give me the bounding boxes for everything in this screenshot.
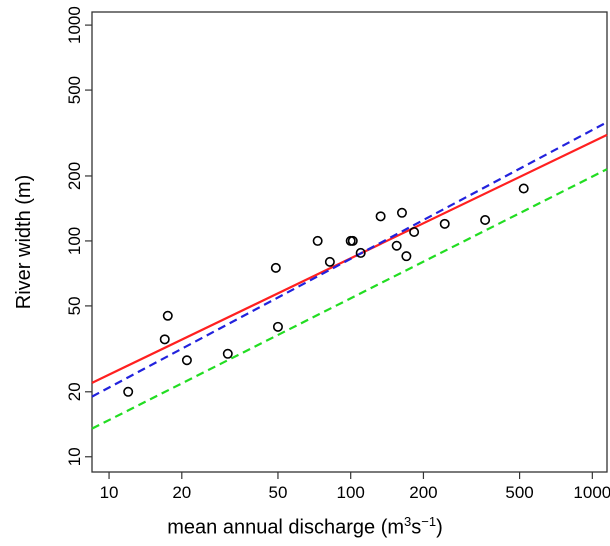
data-point [123,386,134,397]
y-tick-label: 20 [65,382,84,401]
y-tick-label: 500 [65,76,84,104]
data-point [312,235,323,246]
y-tick-label: 100 [65,227,84,255]
data-point [480,215,491,226]
data-point [272,321,283,332]
y-tick-label: 10 [65,447,84,466]
x-tick-label: 200 [409,483,437,502]
y-tick-label: 200 [65,162,84,190]
x-tick-label: 50 [268,483,287,502]
series-line-2 [91,121,608,398]
x-tick-label: 100 [337,483,365,502]
data-point [159,334,170,345]
x-axis: 10 20 50 100 200 500 1000 [100,472,610,502]
x-tick-label: 20 [172,483,191,502]
y-axis: 10 20 50 100 200 500 1000 [65,6,92,466]
data-point [375,211,386,222]
y-axis-label: River width (m) [13,175,35,309]
plot-frame [91,11,608,473]
series-line-3 [91,168,608,430]
fit-lines [91,121,608,430]
data-point [391,240,402,251]
x-axis-label-sup1: 3 [404,514,412,529]
x-tick-label: 500 [505,483,533,502]
data-point [324,256,335,267]
y-tick-label: 50 [65,296,84,315]
x-axis-label-prefix: mean annual discharge (m [167,516,405,539]
data-point [181,355,192,366]
data-point [222,348,233,359]
x-axis-label-mid: s [411,516,422,539]
data-point [347,235,358,246]
data-point [270,262,281,273]
data-point [396,207,407,218]
data-point [162,310,173,321]
x-tick-label: 10 [100,483,119,502]
data-point [355,247,366,258]
data-point [409,226,420,237]
data-point [439,218,450,229]
data-point [401,251,412,262]
x-axis-label: mean annual discharge (m3s−1) [0,514,610,540]
x-axis-label-suffix: ) [436,516,443,539]
y-tick-label: 1000 [65,6,84,44]
x-tick-label: 1000 [573,483,610,502]
data-point [518,183,529,194]
x-axis-label-sup2: −1 [421,514,437,529]
data-points [123,183,529,397]
